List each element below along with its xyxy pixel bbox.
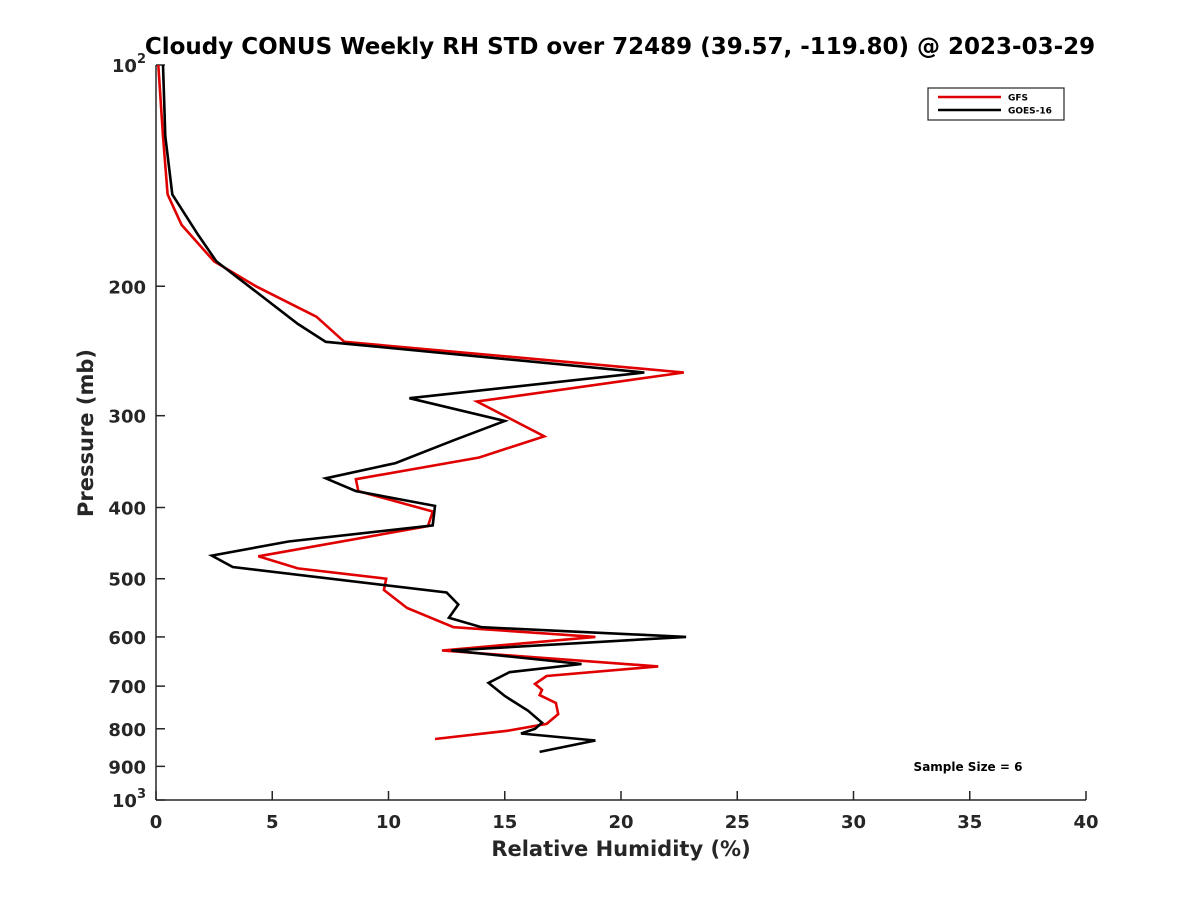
x-tick-label: 15 <box>492 812 517 833</box>
x-tick-label: 10 <box>376 812 401 833</box>
y-tick-label-base: 10 <box>112 791 137 812</box>
y-tick-label: 800 <box>108 720 146 741</box>
chart-title: Cloudy CONUS Weekly RH STD over 72489 (3… <box>145 34 1095 60</box>
y-tick-label-base: 600 <box>108 628 146 649</box>
x-axis-ticks: 0 5 10 15 20 25 30 35 40 <box>150 791 1099 833</box>
sample-size-annotation: Sample Size = 6 <box>914 760 1023 774</box>
y-tick-label: 700 <box>108 677 146 698</box>
y-tick-label-base: 400 <box>108 499 146 520</box>
y-tick-label-base: 300 <box>108 407 146 428</box>
y-tick-label: 300 <box>108 407 146 428</box>
y-tick-label-base: 900 <box>108 757 146 778</box>
x-tick-label: 40 <box>1073 812 1098 833</box>
y-tick-label: 400 <box>108 499 146 520</box>
y-tick-label: 102 <box>112 52 146 77</box>
x-tick-label: 35 <box>957 812 982 833</box>
y-tick-label-exponent: 3 <box>137 787 146 802</box>
y-tick-label: 600 <box>108 628 146 649</box>
x-tick-label: 5 <box>266 812 279 833</box>
y-tick-label: 500 <box>108 570 146 591</box>
y-tick-label-base: 10 <box>112 56 137 77</box>
x-tick-label: 25 <box>725 812 750 833</box>
legend: GFS GOES-16 <box>927 87 1065 121</box>
y-tick-label: 900 <box>108 757 146 778</box>
y-tick-label: 103 <box>112 787 146 812</box>
y-tick-label-base: 200 <box>108 277 146 298</box>
y-tick-label: 200 <box>108 277 146 298</box>
x-tick-label: 30 <box>841 812 866 833</box>
series-line-goes-16 <box>161 64 687 754</box>
y-tick-label-base: 500 <box>108 570 146 591</box>
y-axis-label: Pressure (mb) <box>74 349 98 517</box>
series-layer <box>157 64 687 754</box>
y-tick-label-exponent: 2 <box>137 52 146 67</box>
legend-label: GFS <box>1008 94 1028 104</box>
series-line-gfs <box>157 64 684 741</box>
plot-area <box>155 65 1086 801</box>
y-tick-label-base: 700 <box>108 677 146 698</box>
x-tick-label: 20 <box>608 812 633 833</box>
x-tick-label: 0 <box>150 812 163 833</box>
legend-label: GOES-16 <box>1008 107 1052 117</box>
x-axis-label: Relative Humidity (%) <box>491 837 750 861</box>
legend-box <box>927 87 1065 121</box>
y-tick-label-base: 800 <box>108 720 146 741</box>
